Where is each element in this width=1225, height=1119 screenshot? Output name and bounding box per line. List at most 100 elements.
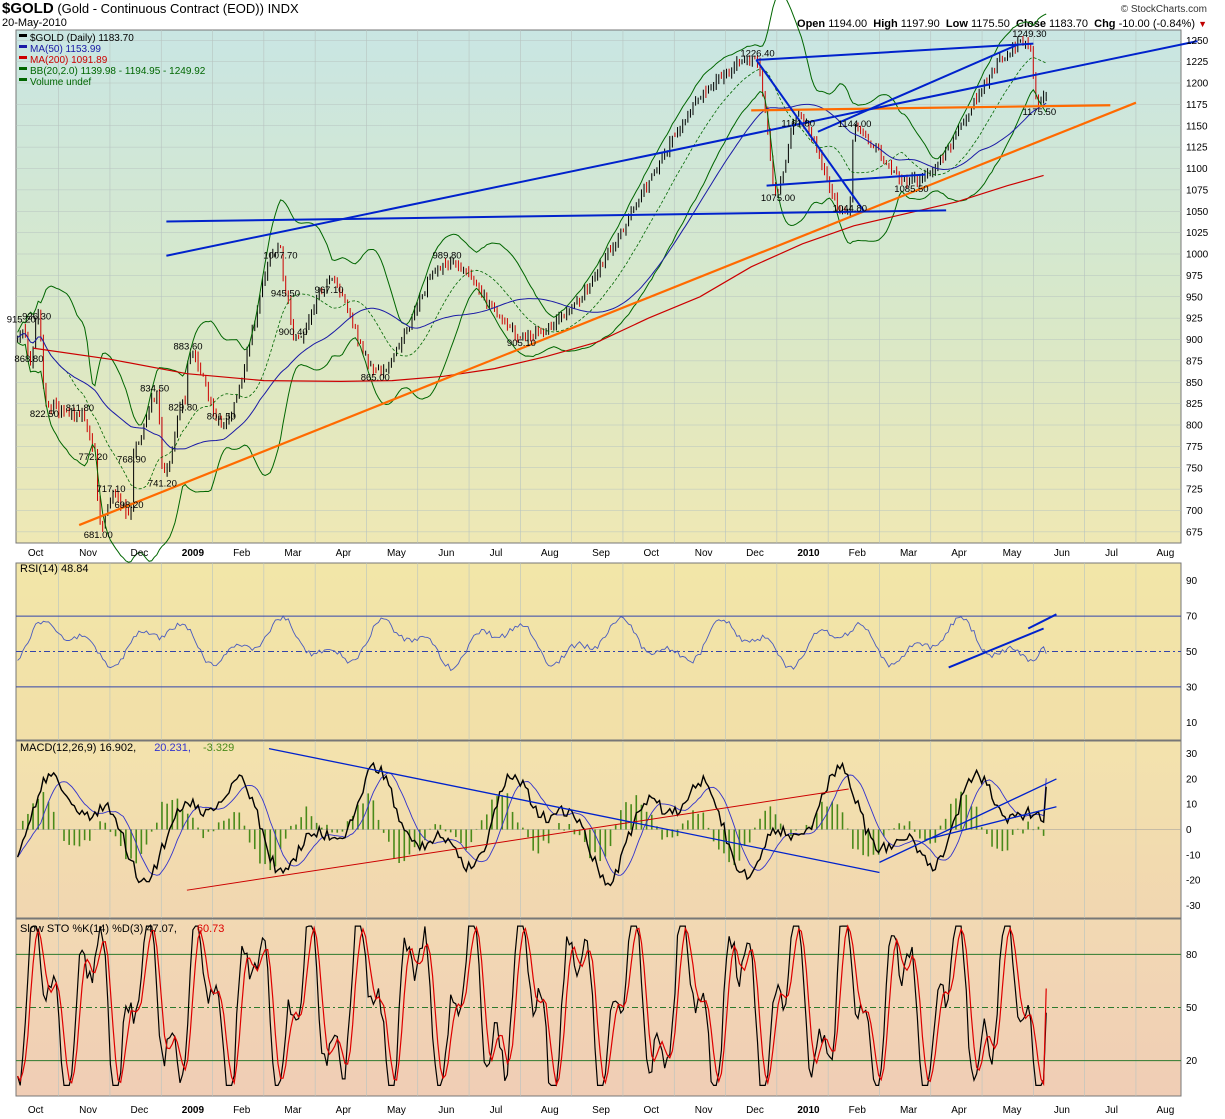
price-y-tick: 1075: [1186, 185, 1209, 196]
symbol: $GOLD: [2, 0, 54, 17]
price-pivot-label: 989.80: [433, 251, 462, 262]
x-tick-label: Aug: [541, 548, 559, 559]
legend-swatch: [19, 45, 27, 48]
price-y-tick: 900: [1186, 335, 1203, 346]
price-legend-entry: BB(20,2.0) 1139.98 - 1194.95 - 1249.92: [30, 66, 206, 77]
price-y-tick: 775: [1186, 442, 1203, 453]
rsi-title: RSI(14) 48.84: [20, 563, 88, 575]
price-y-tick: 925: [1186, 314, 1203, 325]
x-tick-label: 2010: [797, 548, 820, 559]
price-legend-entry: MA(50) 1153.99: [30, 44, 101, 55]
x-tick-label: Feb: [233, 548, 251, 559]
close-value: 1183.70: [1049, 18, 1088, 30]
price-pivot-label: 801.50: [207, 412, 236, 423]
price-y-tick: 1125: [1186, 143, 1208, 154]
x-tick-label: Nov: [695, 1105, 713, 1116]
price-pivot-label: 829.80: [168, 403, 197, 414]
price-pivot-label: 1044.80: [833, 204, 867, 215]
symbol-description: (Gold - Continuous Contract (EOD)): [57, 1, 264, 16]
low-value: 1175.50: [970, 18, 1010, 30]
price-pivot-label: 834.50: [140, 384, 169, 395]
x-tick-label: Feb: [849, 548, 867, 559]
price-y-tick: 875: [1186, 356, 1203, 367]
trendline-blue: [817, 43, 1019, 133]
price-y-tick: 1200: [1186, 79, 1209, 90]
bollinger-upper: [17, 0, 1047, 426]
stockcharts-logo: © StockCharts.com: [1120, 4, 1207, 15]
price-y-tick: 1225: [1186, 57, 1209, 68]
trendline-blue: [166, 40, 1198, 257]
sto-y-tick: 80: [1186, 950, 1198, 961]
price-pivot-label: 900.40: [279, 327, 308, 338]
exchange: INDX: [267, 1, 299, 16]
x-tick-label: Nov: [695, 548, 713, 559]
price-y-tick: 750: [1186, 463, 1203, 474]
price-y-tick: 1250: [1186, 36, 1209, 47]
price-pivot-label: 905.10: [507, 338, 536, 349]
down-arrow-icon: ▼: [1198, 19, 1207, 29]
price-pivot-label: 681.00: [84, 530, 113, 541]
x-tick-label: Apr: [336, 1105, 352, 1116]
x-tick-label: Dec: [130, 548, 148, 559]
rsi-y-tick: 10: [1186, 718, 1198, 729]
price-y-tick: 825: [1186, 399, 1203, 410]
price-pivot-label: 915.20: [7, 315, 36, 326]
ma50-line: [17, 102, 1047, 450]
x-tick-label: May: [387, 1105, 406, 1116]
price-y-tick: 1050: [1186, 207, 1209, 218]
price-pivot-label: 865.00: [361, 372, 390, 383]
price-legend-entry: Volume undef: [30, 77, 91, 88]
x-tick-label: May: [1003, 548, 1022, 559]
price-pivot-label: 1249.30: [1012, 29, 1046, 40]
x-tick-label: Oct: [28, 1105, 44, 1116]
x-tick-label: 2009: [182, 1105, 205, 1116]
price-y-tick: 1150: [1186, 121, 1208, 132]
x-tick-label: Apr: [951, 548, 967, 559]
price-pivot-label: 811.80: [66, 403, 94, 414]
x-tick-label: Apr: [951, 1105, 967, 1116]
trendline-blue: [756, 42, 1034, 61]
macd-trendline: [879, 778, 1057, 863]
price-legend-entry: $GOLD (Daily) 1183.70: [30, 33, 134, 44]
rsi-y-tick: 70: [1186, 612, 1198, 623]
x-tick-label: May: [1003, 1105, 1022, 1116]
legend-swatch: [19, 34, 27, 37]
macd-y-tick: -10: [1186, 850, 1201, 861]
price-pivot-label: 1007.70: [263, 250, 297, 261]
x-tick-label: Jul: [1105, 548, 1118, 559]
rsi-line: [17, 615, 1047, 672]
sto-title-part: Slow STO %K(14) %D(3) 47.07,: [20, 923, 177, 935]
legend-swatch: [19, 67, 27, 70]
bollinger-middle: [17, 57, 1047, 490]
price-pivot-label: 698.20: [114, 500, 143, 511]
sto-title-part: 60.73: [197, 923, 225, 935]
macd-title-part: 20.231,: [154, 742, 191, 754]
sto-d-line: [17, 924, 1047, 1087]
chart-title: $GOLD (Gold - Continuous Contract (EOD))…: [2, 0, 299, 17]
x-tick-label: Jul: [490, 548, 503, 559]
rsi-trendline: [1027, 613, 1057, 630]
price-pivot-label: 1161.80: [781, 119, 815, 130]
macd-y-tick: 30: [1186, 749, 1198, 760]
trendline-blue: [166, 209, 947, 223]
sto-y-tick: 50: [1186, 1003, 1198, 1014]
price-y-tick: 1025: [1186, 228, 1209, 239]
macd-y-tick: -30: [1186, 901, 1201, 912]
ma200-line: [32, 174, 1044, 383]
x-tick-label: Oct: [643, 548, 659, 559]
high-label: High: [873, 18, 898, 30]
sto-k-line: [17, 925, 1047, 1086]
x-tick-label: Feb: [849, 1105, 867, 1116]
x-tick-label: Jul: [490, 1105, 503, 1116]
bollinger-lower: [17, 88, 1047, 563]
x-tick-label: Dec: [130, 1105, 148, 1116]
x-tick-label: Mar: [900, 1105, 918, 1116]
price-y-tick: 950: [1186, 292, 1203, 303]
price-y-tick: 725: [1186, 485, 1203, 496]
price-pivot-label: 1175.50: [1022, 107, 1056, 118]
rsi-y-tick: 50: [1186, 647, 1198, 658]
price-pivot-label: 772.20: [79, 452, 108, 463]
trendline-orange: [751, 104, 1111, 112]
open-value: 1194.00: [828, 18, 868, 30]
